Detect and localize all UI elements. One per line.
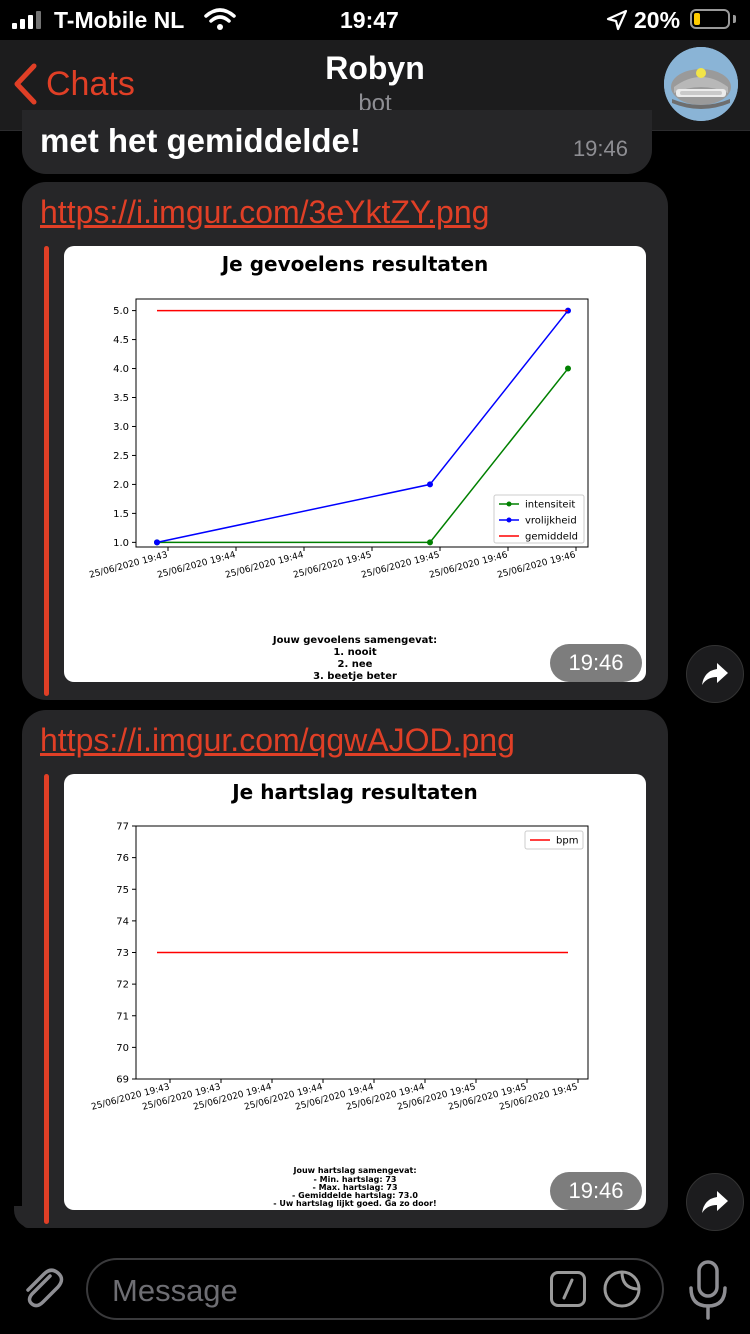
y-tick-label: 1.5 bbox=[113, 509, 129, 520]
y-tick-label: 4.5 bbox=[113, 335, 129, 346]
legend-label-gemiddeld: gemiddeld bbox=[525, 532, 578, 543]
wifi-icon bbox=[204, 8, 236, 30]
gevoelens-chart: Je gevoelens resultaten 1.0 1.5 2.0 2.5 3.0 3… bbox=[88, 252, 589, 682]
summary-line: 3. beetje beter bbox=[313, 671, 397, 682]
summary-title: Jouw gevoelens samengevat: bbox=[272, 635, 437, 646]
input-bar bbox=[0, 1248, 750, 1334]
data-point-intensiteit bbox=[565, 365, 571, 372]
y-tick-label: 69 bbox=[116, 1075, 129, 1086]
y-tick-label: 73 bbox=[116, 948, 129, 959]
link-preview-accent bbox=[44, 246, 49, 696]
legend-box bbox=[493, 494, 585, 544]
link-preview-accent bbox=[44, 774, 49, 1224]
data-point-vrolijkheid bbox=[154, 539, 160, 546]
y-tick-label: 77 bbox=[116, 822, 129, 833]
legend-label-vrolijkheid: vrolijkheid bbox=[525, 516, 577, 527]
summary-line: - Min. hartslag: 73 bbox=[314, 1175, 397, 1184]
battery-percentage: 20% bbox=[634, 7, 681, 33]
hartslag-chart: Je hartslag resultaten 69 70 71 72 73 74 75 76 7… bbox=[90, 780, 589, 1208]
status-bar: T-Mobile NL 19:47 20% bbox=[0, 0, 750, 40]
y-tick-label: 1.0 bbox=[113, 538, 129, 549]
paperclip-icon[interactable] bbox=[16, 1262, 68, 1314]
status-time: 19:47 bbox=[340, 7, 399, 33]
y-tick-label: 71 bbox=[116, 1011, 129, 1022]
message-text: met het gemiddelde! bbox=[40, 122, 361, 159]
location-arrow-icon bbox=[606, 9, 628, 31]
message-bubble-link-1: https://i.imgur.com/3eYktZY.png Je gevoe… bbox=[22, 182, 668, 700]
y-tick-label: 2.5 bbox=[113, 451, 129, 462]
summary-title: Jouw hartslag samengevat: bbox=[292, 1166, 416, 1175]
battery-icon bbox=[690, 9, 730, 29]
chart-title: Je gevoelens resultaten bbox=[220, 252, 489, 276]
summary-line: 2. nee bbox=[338, 659, 373, 670]
legend-label-intensiteit: intensiteit bbox=[525, 500, 575, 511]
y-tick-label: 72 bbox=[116, 980, 129, 991]
carrier-name: T-Mobile NL bbox=[54, 7, 185, 33]
forward-arrow-icon bbox=[702, 1191, 728, 1213]
summary-line: - Gemiddelde hartslag: 73.0 bbox=[292, 1191, 418, 1200]
battery-nub bbox=[733, 15, 736, 23]
message-link[interactable]: https://i.imgur.com/qgwAJOD.png bbox=[40, 722, 515, 758]
chart-title: Je hartslag resultaten bbox=[230, 780, 478, 804]
message-input[interactable] bbox=[110, 1272, 534, 1310]
summary-line: 1. nooit bbox=[333, 647, 377, 658]
avatar[interactable] bbox=[664, 47, 738, 121]
back-button[interactable]: Chats bbox=[12, 62, 135, 106]
signal-icon bbox=[12, 11, 48, 29]
share-button[interactable] bbox=[686, 645, 744, 703]
x-tick-label: 25/06/2020 19:46 bbox=[496, 550, 577, 581]
microphone-icon[interactable] bbox=[686, 1260, 730, 1320]
message-bubble: met het gemiddelde! 19:46 bbox=[22, 110, 652, 174]
image-time: 19:46 bbox=[550, 1172, 642, 1210]
message-link[interactable]: https://i.imgur.com/3eYktZY.png bbox=[40, 194, 490, 230]
bubble-tail bbox=[14, 1206, 34, 1228]
forward-arrow-icon bbox=[702, 663, 728, 685]
bot-commands-button[interactable] bbox=[550, 1271, 586, 1307]
image-time: 19:46 bbox=[550, 644, 642, 682]
legend-label-bpm: bpm bbox=[556, 836, 578, 847]
y-tick-label: 3.0 bbox=[113, 422, 129, 433]
link-preview-image[interactable]: Je gevoelens resultaten 1.0 1.5 2.0 2.5 3.0 3… bbox=[64, 246, 646, 682]
bot-avatar-icon bbox=[664, 47, 738, 121]
share-button[interactable] bbox=[686, 1173, 744, 1231]
back-label: Chats bbox=[46, 64, 135, 103]
y-tick-label: 2.0 bbox=[113, 480, 129, 491]
y-tick-label: 70 bbox=[116, 1043, 129, 1054]
y-tick-label: 75 bbox=[116, 885, 129, 896]
data-point-intensiteit bbox=[427, 539, 433, 546]
sticker-icon[interactable] bbox=[602, 1269, 642, 1309]
legend-marker-vrolijkheid bbox=[506, 517, 512, 523]
legend-box bbox=[524, 830, 584, 850]
summary-line: - Max. hartslag: 73 bbox=[312, 1183, 397, 1192]
chevron-left-icon bbox=[14, 63, 37, 105]
plot-frame bbox=[135, 298, 589, 548]
chat-title[interactable]: Robyn bbox=[325, 50, 425, 86]
chat-header: Chats Robyn bot bbox=[0, 40, 750, 131]
legend-marker-intensiteit bbox=[506, 501, 512, 507]
y-tick-label: 74 bbox=[116, 916, 129, 927]
slash-icon bbox=[562, 1278, 574, 1300]
message-time: 19:46 bbox=[572, 136, 628, 161]
y-tick-label: 4.0 bbox=[113, 364, 129, 375]
y-tick-label: 3.5 bbox=[113, 393, 129, 404]
summary-line: - Uw hartslag lijkt goed. Ga zo door! bbox=[273, 1199, 436, 1208]
data-point-vrolijkheid bbox=[427, 481, 433, 488]
message-field[interactable] bbox=[86, 1258, 664, 1320]
y-tick-label: 76 bbox=[116, 853, 129, 864]
message-bubble-link-2: https://i.imgur.com/qgwAJOD.png Je harts… bbox=[22, 710, 668, 1228]
y-tick-label: 5.0 bbox=[113, 306, 129, 317]
link-preview-image[interactable]: Je hartslag resultaten 69 70 71 72 73 74 75 76 7… bbox=[64, 774, 646, 1210]
